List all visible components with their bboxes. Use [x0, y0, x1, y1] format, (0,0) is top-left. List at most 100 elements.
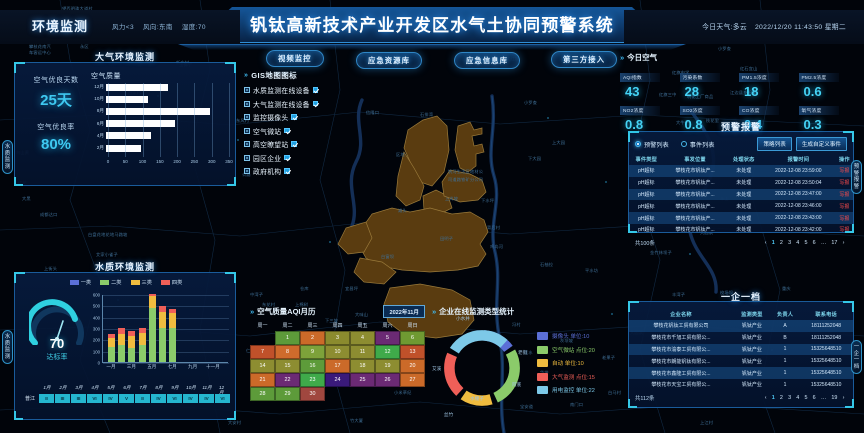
calendar-day-cell[interactable]: 18 [350, 359, 375, 373]
page-link[interactable]: 6 [812, 394, 816, 401]
table-row[interactable]: pH超标 攀枝花市钒钛产... 未处理 2022-12-08 23:46:00 写报 [629, 200, 853, 212]
calendar-day-cell[interactable]: 5 [375, 331, 400, 345]
table-row[interactable]: pH超标 攀枝花市钒钛产... 未处理 2022-12-08 23:47:00 写报 [629, 188, 853, 201]
calendar-day-cell[interactable]: 22 [275, 373, 300, 387]
side-tab-warning[interactable]: 预警报警 [851, 160, 862, 194]
calendar-day-cell[interactable]: 15 [275, 359, 300, 373]
prev-page-button[interactable]: ‹ [764, 394, 767, 401]
table-row[interactable]: 攀枝花市千旭工贸有限公... 钒钛产业 B 18111252048 [629, 332, 853, 344]
row-action-link[interactable]: 写报 [839, 203, 850, 210]
layer-checkbox[interactable] [291, 141, 297, 147]
page-link[interactable]: 1 [771, 239, 775, 246]
row-action-link[interactable]: 写报 [839, 227, 850, 234]
layer-checkbox[interactable] [312, 87, 319, 93]
row-action-link[interactable]: 写报 [835, 188, 853, 201]
table-row[interactable]: 攀枝花市渝泰工贸有限公... 钒钛产业 1 15325648510 [629, 343, 853, 356]
gis-layer-item[interactable]: 园区企业 [244, 153, 340, 163]
calendar-day-cell[interactable]: 25 [350, 373, 375, 387]
table-row[interactable]: 攀枝花市朗能钒钛有限公... 钒钛产业 1 15325648510 [629, 355, 853, 367]
table-row[interactable]: pH超标 攀枝花市钒钛产... 未处理 2022-12-08 23:50:04 写报 [629, 177, 853, 189]
donut-legend-item[interactable]: 大气监测 点位:15 [537, 372, 595, 381]
calendar-day-cell[interactable]: 24 [325, 373, 350, 387]
calendar-day-cell[interactable]: 3 [325, 331, 350, 345]
page-link[interactable]: 5 [804, 239, 808, 246]
layer-checkbox[interactable] [312, 100, 319, 107]
tab-event-list[interactable]: 事件列表 [680, 140, 715, 149]
row-action-link[interactable]: 写报 [839, 180, 850, 187]
create-custom-event-button[interactable]: 生成自定义事件 [795, 137, 847, 151]
calendar-day-cell[interactable]: 1 [275, 331, 300, 345]
gis-layer-item[interactable]: 水质监测在线设备 [244, 85, 340, 95]
table-row[interactable]: pH超标 攀枝花市钒钛产... 未处理 2022-12-08 23:43:00 写报 [629, 212, 853, 224]
water-legend-item[interactable]: 四类 [160, 279, 182, 286]
layer-checkbox[interactable] [284, 154, 290, 161]
side-tab-water-lower[interactable]: 水质监测 [2, 330, 13, 364]
layer-checkbox[interactable] [291, 114, 297, 120]
nav-emergency-resources[interactable]: 应急资源库 [356, 52, 422, 69]
water-legend-item[interactable]: 一类 [69, 279, 91, 286]
layer-checkbox[interactable] [284, 127, 290, 134]
gis-layer-item[interactable]: 监控摄像头 [244, 112, 340, 122]
calendar-day-cell[interactable]: 10 [325, 345, 350, 359]
layer-checkbox[interactable] [284, 168, 290, 174]
calendar-day-cell[interactable]: 4 [350, 331, 375, 345]
nav-emergency-info[interactable]: 应急信息库 [454, 52, 520, 69]
page-link[interactable]: … [820, 239, 827, 246]
page-link[interactable]: 5 [804, 394, 808, 401]
side-tab-water-upper[interactable]: 水质监测 [2, 140, 13, 174]
calendar-day-cell[interactable]: 30 [300, 387, 325, 401]
month-select[interactable]: 2022年11月 [383, 305, 425, 318]
table-row[interactable]: pH超标 攀枝花市钒钛产... 未处理 2022-12-08 23:59:00 写报 [629, 165, 853, 177]
page-link[interactable]: 17 [831, 239, 838, 246]
page-link[interactable]: 19 [831, 394, 838, 401]
calendar-day-cell[interactable]: 21 [250, 373, 275, 387]
calendar-day-cell[interactable]: 14 [250, 359, 275, 373]
row-action-link[interactable]: 写报 [835, 212, 853, 224]
table-row[interactable]: 攀枝花市鑫隆工贸有限公... 钒钛产业 1 15325648510 [629, 367, 853, 379]
next-page-button[interactable]: › [842, 394, 845, 401]
nav-video-monitor[interactable]: 视频监控 [266, 50, 324, 67]
calendar-day-cell[interactable]: 19 [375, 359, 400, 373]
calendar-day-cell[interactable]: 28 [250, 387, 275, 401]
calendar-day-cell[interactable]: 9 [300, 345, 325, 359]
water-legend-item[interactable]: 二类 [100, 279, 122, 286]
calendar-day-cell[interactable]: 23 [300, 373, 325, 387]
calendar-day-cell[interactable]: 7 [250, 345, 275, 359]
donut-legend-item[interactable]: 摄像头 单位:10 [537, 332, 595, 340]
page-link[interactable]: 3 [788, 239, 792, 246]
next-page-button[interactable]: › [842, 239, 845, 246]
calendar-day-cell[interactable]: 27 [400, 373, 425, 387]
tab-warning-list[interactable]: 预警列表 [635, 140, 669, 149]
page-link[interactable]: … [820, 394, 827, 401]
water-legend-item[interactable]: 三类 [130, 279, 152, 286]
side-tab-company[interactable]: 一企一档 [851, 340, 862, 374]
calendar-day-cell[interactable]: 13 [400, 345, 425, 359]
row-action-link[interactable]: 写报 [835, 165, 853, 177]
page-link[interactable]: 1 [771, 394, 775, 401]
calendar-day-cell[interactable]: 2 [300, 331, 325, 345]
calendar-day-cell[interactable]: 12 [375, 345, 400, 359]
donut-legend-item[interactable]: 空气微站 点位:20 [537, 345, 595, 354]
donut-legend-item[interactable]: 用电监控 单位:22 [537, 386, 595, 394]
gis-layer-item[interactable]: 空气微站 [244, 126, 340, 136]
gis-layer-item[interactable]: 大气监测在线设备 [244, 99, 340, 109]
gis-layer-item[interactable]: 高空瞭望站 [244, 139, 340, 149]
page-link[interactable]: 2 [779, 239, 783, 246]
calendar-day-cell[interactable]: 6 [400, 331, 425, 345]
prev-page-button[interactable]: ‹ [764, 239, 767, 246]
table-row[interactable]: 攀枝花钒钛工贸有限公司 钒钛产业 A 18111252048 [629, 320, 853, 332]
page-link[interactable]: 6 [812, 239, 816, 246]
calendar-day-cell[interactable]: 29 [275, 387, 300, 401]
gis-layer-item[interactable]: 政府机构 [244, 166, 340, 176]
donut-legend-item[interactable]: 自动 单位:10 [537, 359, 595, 367]
calendar-day-cell[interactable]: 20 [400, 359, 425, 373]
table-row[interactable]: 攀枝花市天宝工贸有限公... 钒钛产业 1 15325648510 [629, 379, 853, 391]
page-link[interactable]: 3 [788, 394, 792, 401]
calendar-day-cell[interactable]: 8 [275, 345, 300, 359]
strategy-list-button[interactable]: 策略列表 [757, 137, 792, 151]
page-link[interactable]: 4 [796, 394, 800, 401]
calendar-day-cell[interactable]: 16 [300, 359, 325, 373]
table-row[interactable]: pH超标 攀枝花市钒钛产... 未处理 2022-12-08 23:42:00 写报 [629, 224, 853, 236]
page-link[interactable]: 2 [779, 394, 783, 401]
page-link[interactable]: 4 [796, 239, 800, 246]
